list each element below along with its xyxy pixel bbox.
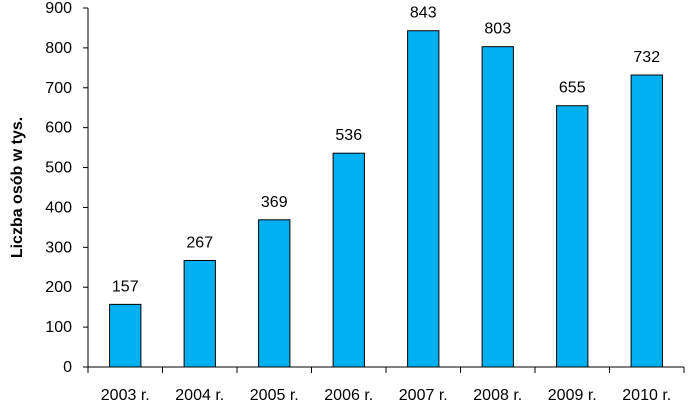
x-axis: 2003 r. 2004 r. 2005 r. 2006 r. 2007 r. 2008 … — [87, 367, 685, 404]
y-tick-label: 300 — [45, 239, 72, 256]
data-labels: 157 267 369 536 843 803 655 732 — [112, 5, 660, 296]
bar — [407, 30, 440, 368]
data-label: 655 — [559, 80, 586, 97]
bar — [630, 74, 663, 368]
y-axis-title: Liczba osób w tys. — [9, 117, 26, 258]
x-tick-label: 2008 r. — [473, 387, 522, 404]
y-tick-label: 100 — [45, 319, 72, 336]
bar — [183, 259, 216, 368]
bar — [556, 105, 589, 368]
axes — [87, 8, 684, 368]
y-tick-label: 400 — [45, 199, 72, 216]
y-axis: 0 100 200 300 400 500 600 700 800 900 — [45, 0, 88, 376]
data-label: 536 — [335, 127, 362, 144]
bar — [109, 303, 142, 368]
x-tick-label: 2005 r. — [250, 387, 299, 404]
x-tick-label: 2009 r. — [548, 387, 597, 404]
bar — [481, 46, 514, 368]
y-tick-label: 500 — [45, 160, 72, 177]
data-label: 732 — [633, 49, 660, 66]
data-label: 803 — [484, 21, 511, 38]
data-label: 267 — [186, 234, 213, 251]
y-tick-label: 700 — [45, 80, 72, 97]
y-tick-label: 600 — [45, 120, 72, 137]
x-tick-label: 2003 r. — [101, 387, 150, 404]
bar — [332, 152, 365, 368]
x-tick-label: 2006 r. — [324, 387, 373, 404]
data-label: 369 — [261, 194, 288, 211]
x-tick-label: 2007 r. — [399, 387, 448, 404]
y-tick-label: 200 — [45, 279, 72, 296]
x-tick-label: 2010 r. — [622, 387, 671, 404]
x-tick-label: 2004 r. — [175, 387, 224, 404]
y-tick-label: 900 — [45, 0, 72, 17]
data-label: 157 — [112, 278, 139, 295]
y-tick-label: 800 — [45, 40, 72, 57]
bar — [258, 219, 291, 368]
data-label: 843 — [410, 5, 437, 22]
y-tick-label: 0 — [63, 359, 72, 376]
